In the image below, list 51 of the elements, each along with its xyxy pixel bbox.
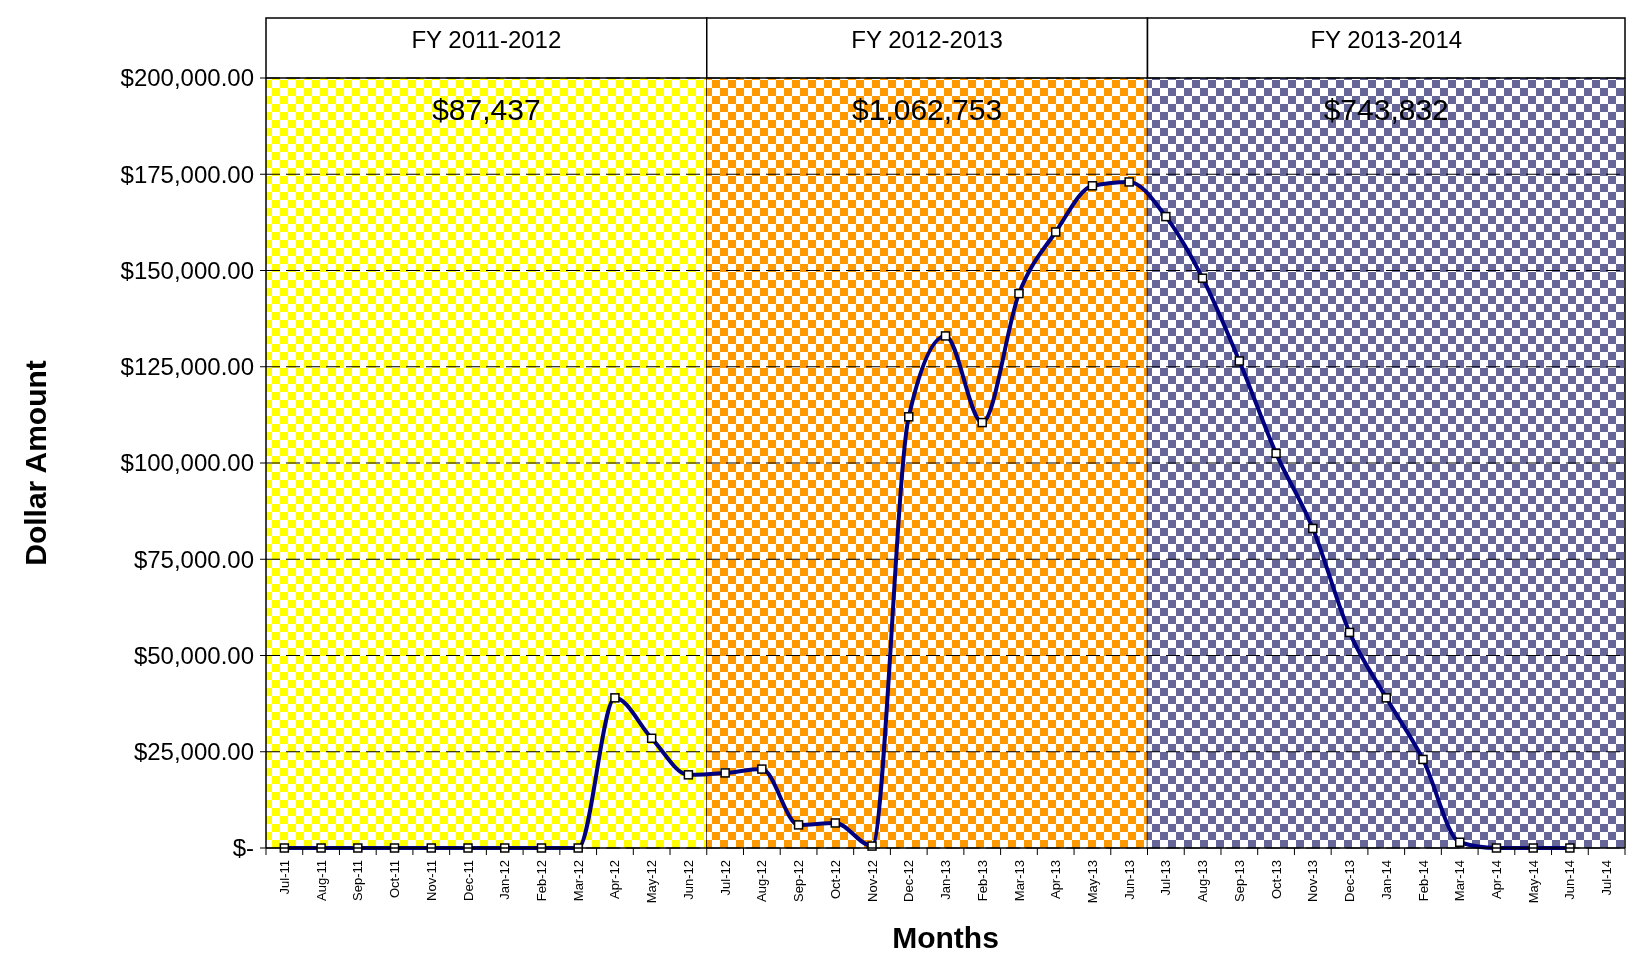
- x-tick-label: Mar-13: [1011, 860, 1027, 902]
- y-tick-label: $25,000.00: [133, 738, 254, 766]
- x-tick-label: Apr-14: [1489, 860, 1504, 900]
- x-tick-label: Oct-11: [387, 860, 403, 899]
- x-tick-label: May-14: [1525, 860, 1541, 904]
- y-tick-label: $75,000.00: [133, 545, 254, 573]
- y-tick-label: $150,000.00: [120, 256, 254, 284]
- x-tick-label: Feb-12: [534, 860, 550, 902]
- x-tick-label: Jul-11: [276, 860, 292, 895]
- x-tick-label: Apr-13: [1048, 860, 1064, 900]
- y-tick-label: $200,000.00: [120, 64, 254, 92]
- x-tick-label: Sep-13: [1231, 860, 1247, 902]
- x-tick-label: Nov-11: [423, 860, 439, 901]
- x-tick-label: Dec-12: [901, 860, 917, 902]
- band-label: FY 2011-2012: [411, 26, 562, 53]
- x-tick-label: Aug-13: [1195, 860, 1211, 902]
- x-tick-label: Sep-12: [791, 860, 807, 902]
- x-tick-label: Jan-12: [497, 860, 513, 900]
- y-tick-label: $125,000.00: [120, 353, 254, 381]
- y-tick-label: $100,000.00: [120, 449, 254, 477]
- x-tick-label: Mar-12: [570, 860, 586, 902]
- x-axis-title: Months: [892, 921, 999, 954]
- y-tick-label: $50,000.00: [133, 641, 254, 669]
- x-tick-label: Aug-12: [754, 860, 770, 902]
- y-tick-label: $175,000.00: [120, 160, 254, 188]
- x-tick-label: May-13: [1084, 860, 1100, 904]
- x-tick-label: Oct-12: [827, 860, 843, 900]
- x-tick-label: Jun-13: [1121, 860, 1137, 900]
- band-label: FY 2013-2014: [1310, 26, 1463, 53]
- x-tick-label: May-12: [644, 860, 660, 904]
- x-tick-label: Dec-11: [460, 860, 476, 901]
- x-tick-label: Jul-12: [717, 860, 733, 896]
- x-tick-label: Sep-11: [350, 860, 366, 901]
- x-tick-label: Jan-13: [938, 860, 954, 900]
- x-tick-label: Mar-14: [1452, 860, 1468, 902]
- y-tick-label: $-: [232, 834, 254, 862]
- band-label: FY 2012-2013: [851, 26, 1003, 53]
- x-tick-label: Jun-12: [680, 860, 696, 900]
- x-tick-label: Jul-14: [1599, 860, 1615, 896]
- x-tick-label: Nov-13: [1305, 860, 1321, 902]
- x-tick-label: Oct-13: [1268, 860, 1284, 900]
- x-tick-label: Apr-12: [607, 860, 623, 900]
- y-axis-title: Dollar Amount: [19, 360, 52, 566]
- x-tick-label: Feb-13: [974, 860, 990, 902]
- x-tick-label: Jun-14: [1562, 860, 1578, 900]
- x-tick-label: Dec-13: [1342, 860, 1358, 902]
- x-tick-label: Feb-14: [1415, 860, 1431, 902]
- x-tick-label: Nov-12: [864, 860, 880, 902]
- x-tick-label: Jul-13: [1158, 860, 1174, 896]
- x-tick-label: Jan-14: [1378, 860, 1394, 900]
- x-tick-label: Aug-11: [313, 860, 329, 901]
